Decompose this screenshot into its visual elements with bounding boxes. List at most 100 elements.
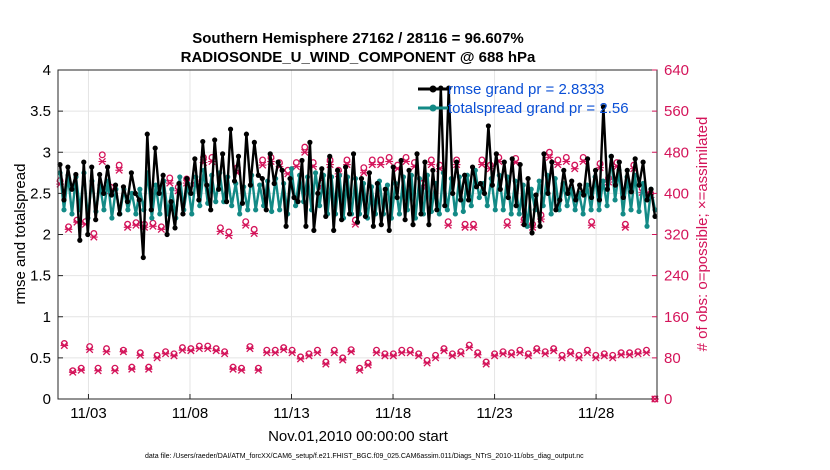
rmse-point (434, 207, 440, 213)
rmse-point (307, 139, 313, 145)
obs-possible-marker (292, 159, 300, 166)
rmse-point (255, 172, 261, 178)
x-axis-label: Nov.01,2010 00:00:00 start (268, 428, 449, 445)
obs-assimilated-marker (575, 354, 583, 362)
obs-assimilated-marker (385, 157, 393, 166)
obs-assimilated-marker (338, 356, 347, 364)
plot-area (56, 69, 659, 403)
obs-possible-marker (562, 153, 570, 161)
obs-assimilated-marker (427, 160, 436, 169)
rmse-point (243, 131, 250, 137)
rmse-point (120, 184, 127, 190)
obs-possible-marker (554, 156, 562, 164)
rmse-point (450, 190, 456, 196)
obs-assimilated-marker (85, 345, 94, 354)
rmse-point (112, 182, 119, 188)
rmse-point (608, 153, 614, 159)
obs-assimilated-marker (541, 350, 550, 358)
left-tick-label: 3.5 (30, 103, 51, 120)
obs-assimilated-marker (144, 365, 153, 373)
rmse-point (235, 153, 242, 159)
rmse-point (644, 197, 650, 203)
obs-possible-marker (360, 164, 368, 172)
rmse-point (216, 186, 222, 192)
obs-assimilated-marker (250, 229, 258, 238)
x-tick-label: 11/18 (375, 405, 411, 422)
rmse-point (628, 189, 634, 195)
right-axis-label: # of obs: o=possible; ×=assimilated (694, 117, 711, 352)
left-tick-label: 1.5 (30, 268, 51, 285)
rmse-point (263, 207, 269, 213)
obs-assimilated-marker (600, 352, 609, 360)
rmse-point (287, 175, 293, 182)
rmse-point (132, 190, 138, 196)
rmse-point (204, 182, 210, 188)
rmse-point (168, 199, 174, 205)
totalspread-point (476, 194, 482, 201)
totalspread-point (237, 211, 243, 217)
rmse-point (311, 227, 317, 233)
obs-assimilated-marker (136, 351, 145, 359)
totalspread-point (600, 178, 606, 184)
rmse-point (366, 170, 373, 176)
obs-assimilated-marker (642, 349, 651, 357)
rmse-point (172, 225, 178, 231)
obs-possible-marker (377, 156, 385, 164)
totalspread-point (612, 197, 618, 203)
rmse-point (374, 180, 380, 187)
obs-assimilated-marker (313, 349, 322, 357)
totalspread-point (452, 211, 458, 217)
obs-assimilated-marker (554, 160, 562, 169)
obs-assimilated-marker (389, 352, 398, 360)
totalspread-point (61, 207, 67, 213)
rmse-point (104, 164, 111, 170)
rmse-point (339, 217, 345, 223)
rmse-point (462, 172, 468, 178)
totalspread-point (177, 174, 183, 180)
obs-assimilated-marker (90, 233, 98, 241)
x-tick-label: 11/03 (70, 405, 106, 422)
rmse-point (156, 190, 162, 196)
obs-possible-marker (385, 153, 393, 161)
rmse-point (442, 203, 448, 209)
rmse-point (108, 192, 115, 198)
rmse-point (533, 192, 539, 198)
obs-assimilated-marker (376, 160, 385, 169)
obs-assimilated-marker (414, 352, 423, 360)
totalspread-point (189, 211, 195, 217)
rmse-point (212, 137, 218, 143)
rmse-point (378, 222, 384, 228)
rmse-point (152, 145, 158, 151)
obs-assimilated-marker (499, 350, 507, 358)
rmse-point (346, 211, 353, 217)
totalspread-point (548, 211, 554, 217)
obs-assimilated-marker (241, 221, 250, 229)
totalspread-point (396, 211, 403, 217)
rmse-point (596, 197, 603, 203)
totalspread-point (604, 203, 610, 209)
obs-possible-marker (478, 156, 486, 164)
left-tick-label: 3 (43, 144, 51, 161)
totalspread-point (588, 207, 594, 213)
obs-assimilated-marker (490, 352, 499, 360)
rmse-point (144, 131, 150, 137)
totalspread-point (101, 207, 107, 213)
obs-assimilated-marker (98, 157, 107, 166)
rmse-point (565, 190, 571, 196)
obs-assimilated-marker (132, 221, 140, 229)
rmse-point (275, 159, 281, 165)
rmse-point (65, 164, 71, 170)
rmse-point (509, 156, 515, 162)
rmse-point (557, 197, 563, 203)
legend-spread-label: totalspread grand pr = 2.56 (448, 100, 629, 117)
rmse-point (271, 180, 277, 187)
totalspread-point (536, 178, 542, 184)
rmse-point (295, 199, 301, 205)
obs-assimilated-marker (111, 367, 119, 375)
obs-assimilated-marker (634, 350, 642, 358)
obs-assimilated-marker (127, 365, 136, 373)
obs-assimilated-marker (478, 160, 486, 169)
x-tick-label: 11/08 (172, 405, 208, 422)
rmse-point (581, 192, 587, 198)
rmse-point (247, 182, 253, 188)
